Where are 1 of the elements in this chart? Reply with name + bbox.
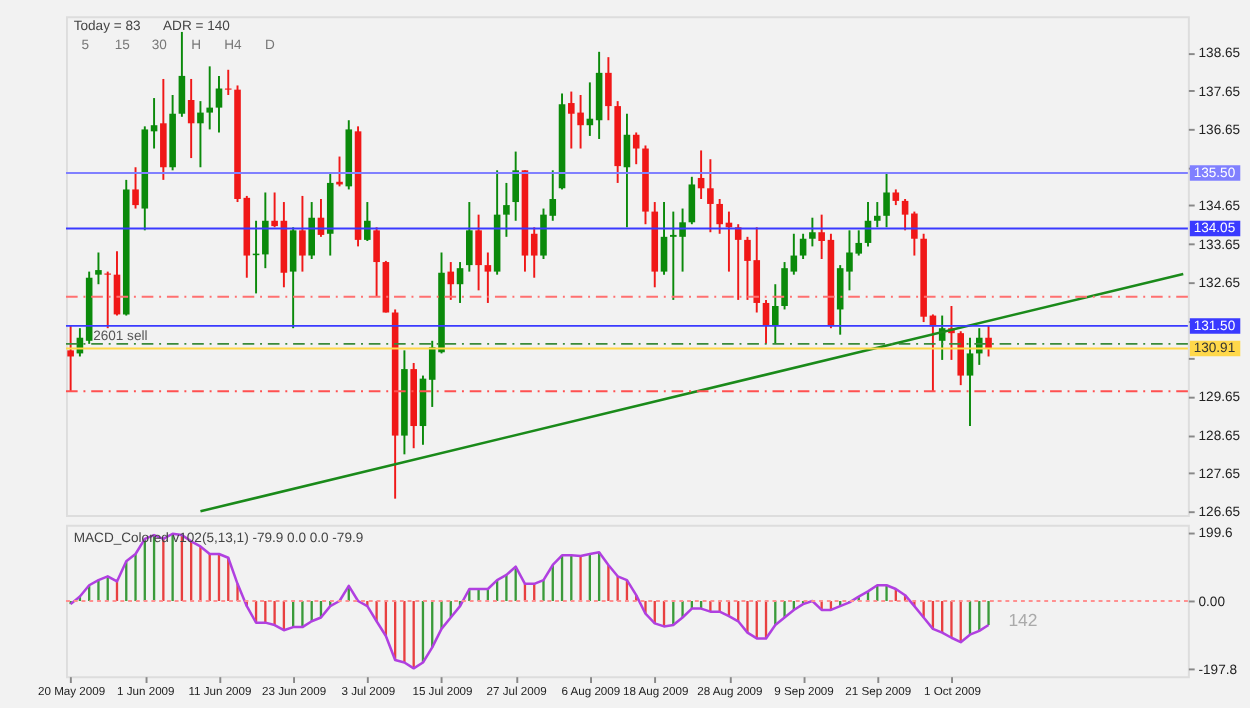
annotation: 142 [1008,610,1038,631]
